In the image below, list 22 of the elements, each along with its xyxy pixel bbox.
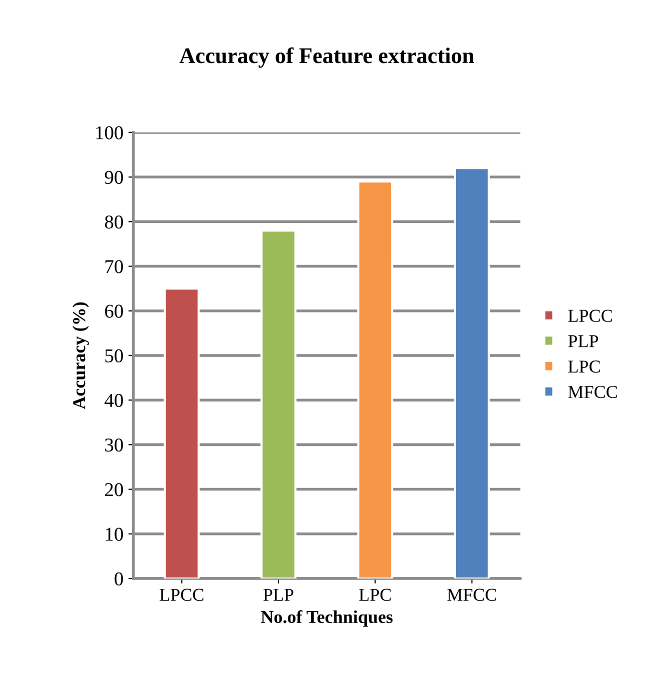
- x-tick-label: PLP: [263, 588, 294, 601]
- x-tick-label: LPCC: [160, 588, 204, 601]
- y-tick-label: 0: [114, 572, 123, 586]
- x-tick-label: LPC: [359, 588, 391, 601]
- y-tick-label: 80: [104, 215, 123, 229]
- y-tick-label: 90: [104, 170, 123, 184]
- y-tick-label: 60: [105, 304, 123, 318]
- y-tick-label: 10: [106, 528, 123, 541]
- y-axis-title: Accuracy (%): [72, 302, 89, 410]
- y-tick-label: 50: [105, 349, 123, 362]
- y-tick-label: 70: [106, 260, 123, 274]
- legend-label: PLP: [568, 335, 598, 348]
- x-tick-label: MFCC: [447, 588, 496, 601]
- legend-label: LPCC: [568, 310, 612, 322]
- legend-label: LPC: [568, 360, 600, 373]
- x-axis-title: No.of Techniques: [260, 610, 393, 627]
- y-tick-label: 100: [96, 126, 123, 140]
- y-tick-label: 30: [105, 438, 123, 452]
- legend-label: MFCC: [568, 386, 617, 398]
- y-tick-label: 40: [104, 394, 123, 408]
- chart-title: Accuracy of Feature extraction: [179, 47, 474, 68]
- y-tick-label: 20: [105, 483, 123, 496]
